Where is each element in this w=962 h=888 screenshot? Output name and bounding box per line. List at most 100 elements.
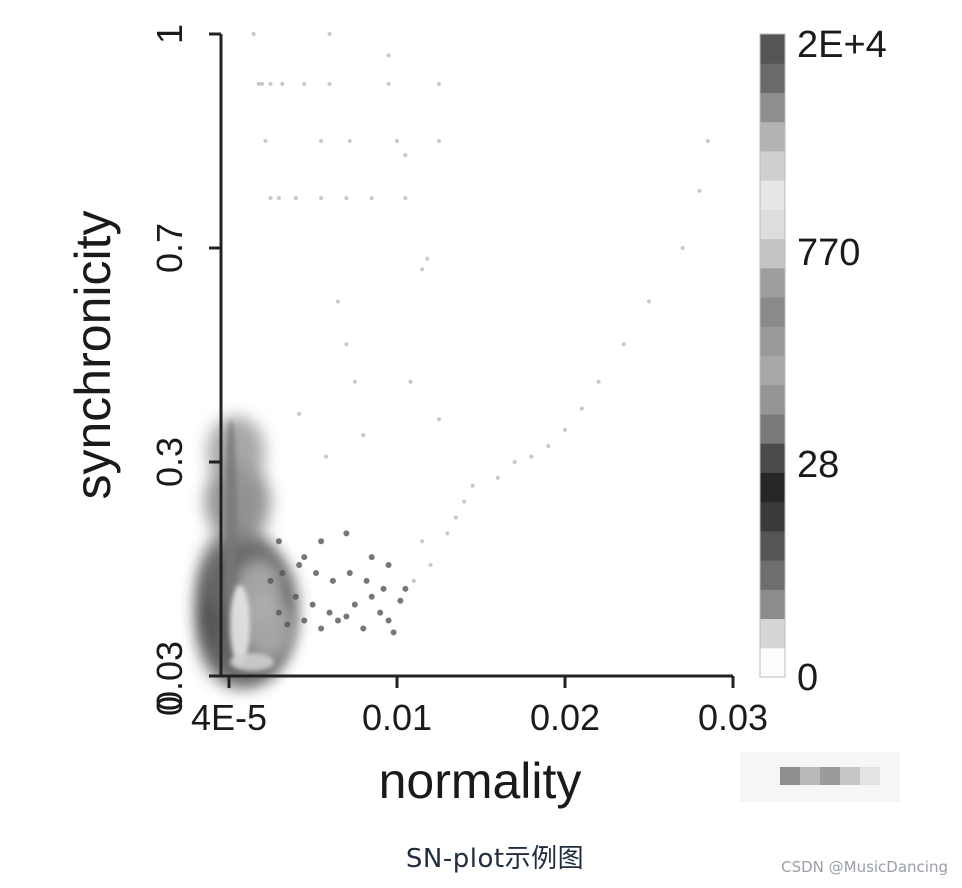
scatter-point xyxy=(385,562,392,569)
scatter-point xyxy=(437,81,441,86)
scatter-point xyxy=(318,538,325,545)
colorbar-cell xyxy=(760,384,785,415)
scatter-point xyxy=(360,625,367,632)
scatter-point xyxy=(327,81,332,86)
colorbar-labels: 0 28 770 2E+4 xyxy=(797,24,887,699)
scatter-point xyxy=(647,299,651,304)
scatter-point xyxy=(453,515,458,520)
scatter-point xyxy=(529,454,534,459)
scatter-point xyxy=(351,601,358,608)
colorbar-cell xyxy=(760,472,785,503)
colorbar-frame xyxy=(759,33,786,678)
colorbar xyxy=(760,34,785,678)
colorbar-label: 0 xyxy=(797,657,818,699)
colorbar-cell xyxy=(760,150,785,181)
scatter-point xyxy=(402,585,409,592)
scatter-point xyxy=(420,267,425,272)
colorbar-cell xyxy=(760,238,785,269)
y-zero-label: 0 xyxy=(149,696,190,716)
scatter-point xyxy=(302,81,307,86)
watermark-text: CSDN @MusicDancing xyxy=(781,858,948,876)
scatter-point xyxy=(319,196,324,201)
scatter-point xyxy=(313,569,320,576)
y-tick-label: 0.03 xyxy=(149,641,190,711)
scatter-point xyxy=(335,299,340,304)
scatter-point xyxy=(420,539,425,544)
scatter-point xyxy=(363,577,370,584)
scatter-point xyxy=(352,379,357,384)
scatter-point xyxy=(297,411,302,416)
scatter-point xyxy=(495,475,500,480)
scatter-point xyxy=(368,593,375,600)
scatter-point xyxy=(445,531,450,536)
scatter-point xyxy=(579,406,584,411)
scatter-point xyxy=(326,609,333,616)
density-blobs xyxy=(195,416,297,689)
scatter-point xyxy=(390,629,397,636)
scatter-point xyxy=(385,617,392,624)
scatter-point xyxy=(293,196,298,201)
scatter-point xyxy=(512,460,517,464)
scatter-point xyxy=(369,196,374,201)
colorbar-cell xyxy=(760,326,785,356)
scatter-point xyxy=(309,601,316,608)
scatter-point xyxy=(301,617,308,624)
scatter-point xyxy=(284,621,291,628)
y-ticks: 0.03 0.3 0.7 1 xyxy=(149,24,221,711)
colorbar-cell xyxy=(760,121,785,152)
scatter-point xyxy=(343,613,350,620)
colorbar-cell xyxy=(760,443,785,473)
colorbar-cell xyxy=(760,647,785,678)
scatter-point xyxy=(318,625,325,632)
scatter-point xyxy=(251,32,256,36)
scatter-point xyxy=(279,569,286,576)
scatter-point xyxy=(275,538,282,545)
legend-swatch xyxy=(740,752,900,802)
scatter-point xyxy=(276,196,281,201)
scatter-point xyxy=(546,443,551,448)
x-tick-label: 0.01 xyxy=(362,697,432,738)
colorbar-cell xyxy=(760,501,785,532)
y-axis-label: synchronicity xyxy=(65,211,121,500)
scatter-point xyxy=(319,139,324,143)
x-tick-label: 4E-5 xyxy=(191,697,267,738)
colorbar-cell xyxy=(760,355,785,386)
scatter-point xyxy=(296,562,303,569)
density-core xyxy=(230,653,274,671)
scatter-point xyxy=(408,379,413,384)
colorbar-label: 770 xyxy=(797,232,860,274)
scatter-point xyxy=(437,417,441,422)
scatter-point xyxy=(334,617,341,624)
scatter-point xyxy=(621,342,626,347)
density-core xyxy=(230,585,250,665)
x-tick-label: 0.02 xyxy=(530,697,600,738)
colorbar-cell xyxy=(760,560,785,590)
scatter-point xyxy=(347,139,352,143)
y-tick-label: 0.7 xyxy=(149,223,190,273)
y-tick-label: 1 xyxy=(149,24,190,44)
scatter-point xyxy=(403,153,408,158)
scatter-point xyxy=(260,81,265,86)
scatter-point xyxy=(327,32,332,36)
scatter-point xyxy=(395,139,399,143)
colorbar-cell xyxy=(760,618,785,649)
scatter-point xyxy=(470,483,475,488)
scatter-point xyxy=(437,139,441,143)
scatter-point xyxy=(411,578,416,583)
scatter-point xyxy=(377,609,384,616)
colorbar-cell xyxy=(760,63,785,93)
x-ticks: 4E-5 0.01 0.02 0.03 xyxy=(191,676,768,738)
colorbar-cell xyxy=(760,209,785,240)
scatter-point xyxy=(346,569,353,576)
scatter-points xyxy=(251,32,710,636)
figure-caption: SN-plot示例图 xyxy=(405,844,585,874)
scatter-point xyxy=(680,246,685,250)
scatter-point xyxy=(324,454,329,459)
colorbar-cell xyxy=(760,413,785,444)
scatter-point xyxy=(397,597,404,604)
scatter-point xyxy=(268,196,273,201)
scatter-point xyxy=(292,593,299,600)
scatter-point xyxy=(267,577,274,584)
scatter-point xyxy=(705,139,710,143)
